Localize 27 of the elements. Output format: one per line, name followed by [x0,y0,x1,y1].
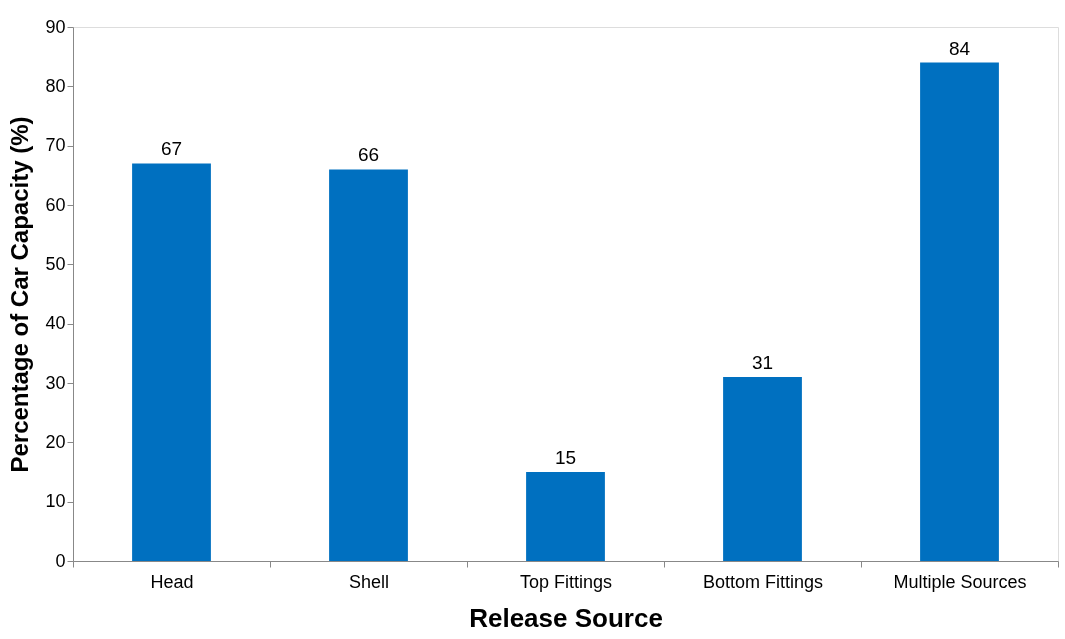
x-tick-label: Top Fittings [519,571,613,592]
y-tick-label: 0 [55,550,66,571]
x-tick-label: Multiple Sources [893,571,1027,592]
bar [132,163,211,561]
y-tick-label: 10 [45,491,66,512]
x-tick-label: Shell [348,571,390,592]
bar [329,169,408,561]
data-label: 66 [357,144,380,166]
bar [920,62,999,561]
x-tick-label: Head [150,571,194,592]
y-tick-label: 60 [45,194,66,215]
data-label: 67 [160,138,183,160]
y-tick-label: 90 [45,16,66,37]
y-tick-label: 40 [45,313,66,334]
data-label: 84 [948,37,971,59]
data-label: 15 [554,447,577,468]
bar [526,472,605,561]
bar [723,377,802,561]
y-tick-label: 80 [45,75,66,96]
y-tick-label: 70 [45,135,66,156]
y-tick-label: 50 [45,253,66,274]
x-tick-label: Bottom Fittings [702,571,824,592]
y-axis-title: Percentage of Car Capacity (%) [6,116,34,473]
y-tick-label: 20 [45,431,66,452]
y-tick-label: 30 [45,372,66,393]
x-axis-title: Release Source [469,602,663,633]
data-label: 31 [751,352,774,374]
